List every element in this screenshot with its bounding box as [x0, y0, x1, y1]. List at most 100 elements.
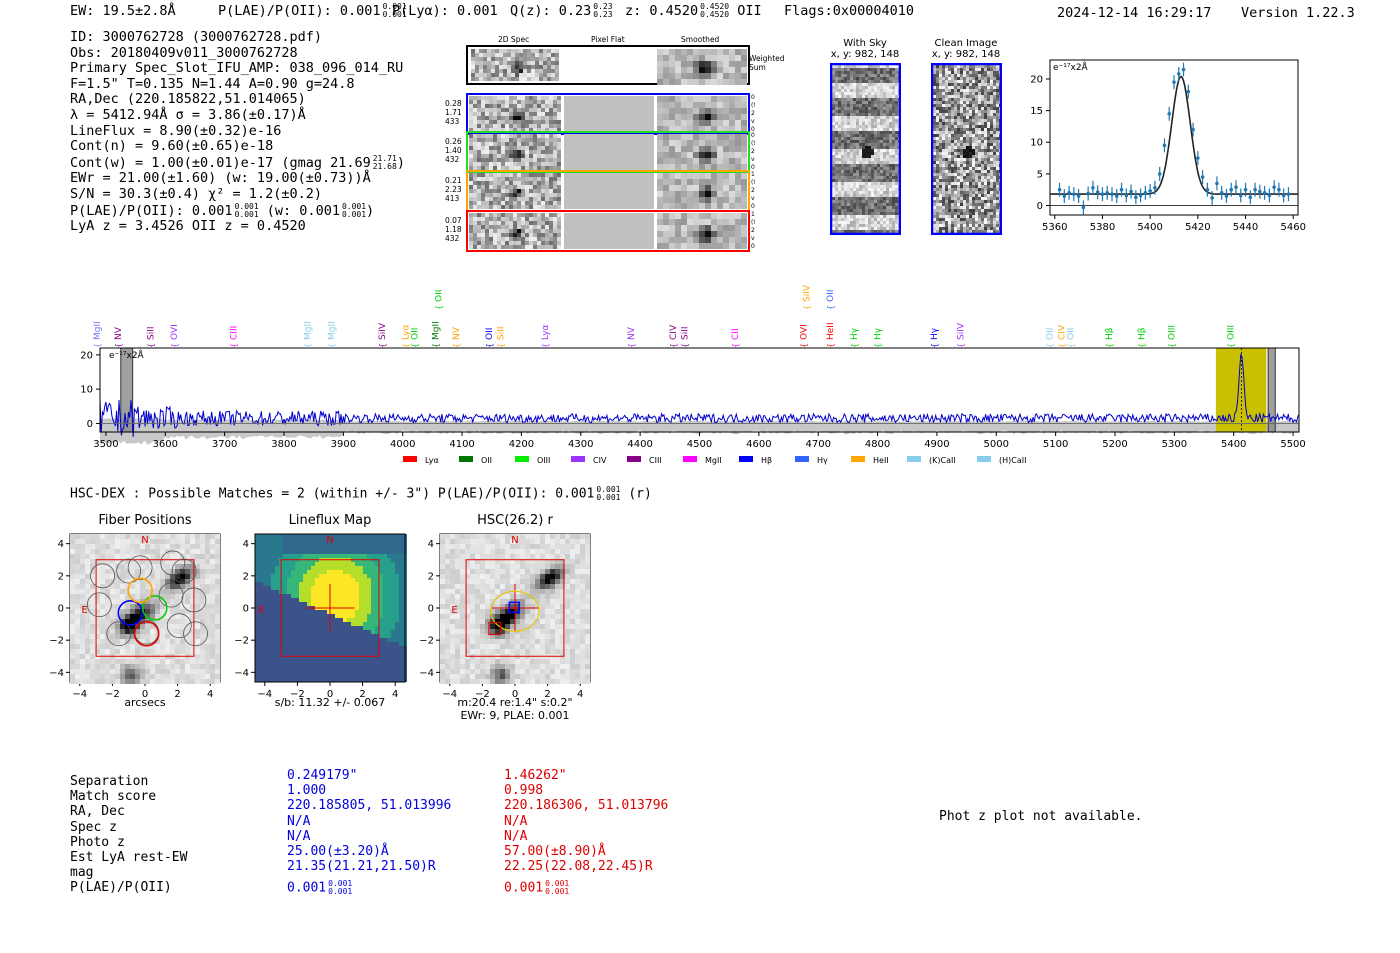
sky-pixel [868, 131, 871, 134]
sky-pixel [835, 128, 838, 131]
image-pixel [100, 544, 105, 549]
image-pixel [150, 649, 155, 654]
sky-pixel [841, 224, 844, 227]
sky-pixel [939, 80, 942, 83]
sky-pixel [841, 200, 844, 203]
image-pixel [185, 569, 190, 574]
sky-pixel [969, 95, 972, 98]
image-pixel [80, 564, 85, 569]
image-pixel [200, 544, 205, 549]
sky-pixel [841, 194, 844, 197]
image-pixel [185, 644, 190, 649]
sky-pixel [954, 98, 957, 101]
lineflux-pixel [283, 638, 287, 642]
image-pixel [70, 624, 75, 629]
sky-pixel [969, 191, 972, 194]
lineflux-pixel [283, 590, 287, 594]
lineflux-pixel [387, 606, 391, 610]
image-pixel [180, 669, 185, 674]
lineflux-pixel [291, 582, 295, 586]
sky-pixel [966, 134, 969, 137]
zoom-data-point [1243, 187, 1248, 192]
sky-pixel [859, 80, 862, 83]
sky-pixel [868, 161, 871, 164]
sky-pixel [942, 185, 945, 188]
lineflux-pixel [283, 546, 287, 550]
image-pixel [175, 554, 180, 559]
lineflux-pixel [375, 582, 379, 586]
sky-pixel [886, 68, 889, 71]
sky-pixel [847, 185, 850, 188]
lineflux-pixel [327, 574, 331, 578]
sky-pixel [868, 212, 871, 215]
lineflux-pixel [287, 622, 291, 626]
sky-pixel [945, 227, 948, 230]
lineflux-pixel [347, 550, 351, 554]
sky-pixel [954, 227, 957, 230]
sky-pixel [939, 86, 942, 89]
sky-pixel [933, 173, 936, 176]
emission-line-label: SiIV [378, 322, 388, 340]
sky-pixel [889, 86, 892, 89]
zoom-ytick-label: 5 [1037, 169, 1043, 180]
sky-pixel [972, 74, 975, 77]
sky-pixel [883, 74, 886, 77]
sky-pixel [969, 200, 972, 203]
sky-pixel [945, 149, 948, 152]
sky-pixel [862, 128, 865, 131]
sky-pixel [859, 200, 862, 203]
sky-pixel [853, 152, 856, 155]
sky-pixel [951, 218, 954, 221]
sky-pixel [936, 107, 939, 110]
image-pixel [135, 659, 140, 664]
sky-pixel [963, 146, 966, 149]
sky-pixel [939, 221, 942, 224]
sky-pixel [990, 125, 993, 128]
lineflux-pixel [263, 634, 267, 638]
lineflux-pixel [331, 546, 335, 550]
sky-pixel [853, 197, 856, 200]
sky-pixel [889, 179, 892, 182]
lineflux-pixel [391, 554, 395, 558]
image-pixel [75, 554, 80, 559]
lineflux-pixel [299, 554, 303, 558]
lineflux-pixel [339, 646, 343, 650]
lineflux-pixel [367, 578, 371, 582]
image-pixel [125, 664, 130, 669]
sky-pixel [862, 77, 865, 80]
sky-pixel [936, 203, 939, 206]
sky-pixel [945, 185, 948, 188]
sky-pixel [895, 113, 898, 116]
sky-pixel [835, 215, 838, 218]
sky-pixel [835, 140, 838, 143]
lineflux-pixel [371, 538, 375, 542]
lineflux-pixel [299, 534, 303, 538]
image-pixel [135, 574, 140, 579]
sky-pixel [936, 209, 939, 212]
lineflux-xtick-label: −2 [290, 689, 305, 700]
sky-pixel [960, 131, 963, 134]
sky-pixel [889, 74, 892, 77]
image-pixel [150, 544, 155, 549]
sky-pixel [948, 143, 951, 146]
image-pixel [190, 539, 195, 544]
sky-pixel [987, 194, 990, 197]
image-pixel [150, 579, 155, 584]
sky-pixel [987, 218, 990, 221]
sky-pixel [987, 122, 990, 125]
sky-pixel [832, 209, 835, 212]
lineflux-pixel [343, 570, 347, 574]
sky-pixel [856, 188, 859, 191]
lineflux-pixel [323, 546, 327, 550]
sky-pixel [993, 95, 996, 98]
sky-pixel [975, 170, 978, 173]
sky-pixel [975, 218, 978, 221]
lineflux-pixel [351, 598, 355, 602]
image-pixel [155, 534, 160, 539]
lineflux-pixel [375, 614, 379, 618]
fiber-circle [90, 563, 116, 589]
image-pixel [110, 619, 115, 624]
image-pixel [215, 579, 220, 584]
lineflux-pixel [379, 590, 383, 594]
image-pixel [135, 634, 140, 639]
